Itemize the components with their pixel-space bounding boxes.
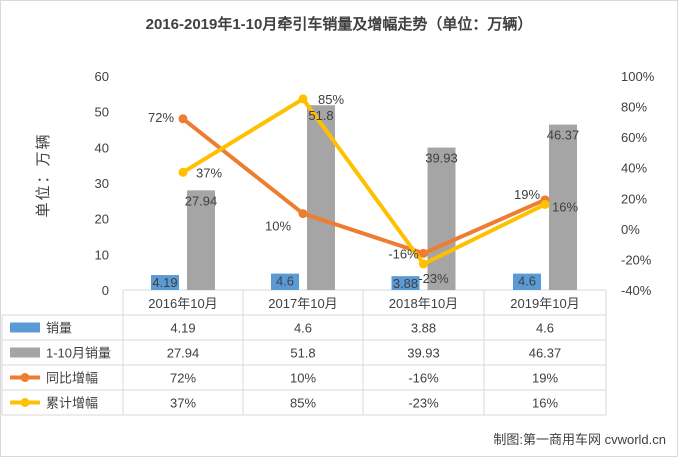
y2-tick-label: 0% — [621, 222, 640, 237]
table-cell: 4.6 — [294, 321, 312, 336]
line-data-label: 37% — [196, 165, 222, 180]
line-data-label: 85% — [318, 92, 344, 107]
axis-ticks: 60 50 40 30 20 10 0 100% 80% 60% 40% 20% 0% -20% -40% — [95, 69, 655, 298]
category-label: 2016年10月 — [148, 296, 217, 311]
line-data-label: 16% — [552, 199, 578, 214]
y2-tick-label: -40% — [621, 283, 652, 298]
chart-title: 2016-2019年1-10月牵引车销量及增幅走势（单位：万辆） — [146, 15, 533, 33]
legend-swatch — [10, 322, 40, 333]
table-cell: -16% — [408, 371, 439, 386]
legend-swatch-marker — [20, 398, 30, 407]
table-cell: 85% — [290, 396, 316, 411]
line-marker — [298, 209, 308, 219]
bar-ytd-sales — [307, 105, 335, 290]
table-cell: 27.94 — [167, 346, 200, 361]
y2-tick-label: 60% — [621, 130, 647, 145]
table-cell: 51.8 — [290, 346, 315, 361]
y-tick-label: 50 — [95, 105, 109, 120]
table-cell: -23% — [408, 396, 439, 411]
bar-monthly-sales — [271, 273, 299, 290]
y-tick-label: 0 — [102, 283, 109, 298]
bar-monthly-sales — [151, 275, 179, 290]
bar-monthly-sales — [391, 276, 420, 290]
category-label: 2018年10月 — [389, 296, 458, 311]
legend-label: 1-10月销量 — [46, 346, 111, 361]
legend-label: 同比增幅 — [46, 371, 98, 386]
y2-tick-label: 40% — [621, 161, 647, 176]
legend-label: 累计增幅 — [46, 396, 98, 411]
legend-swatch — [10, 347, 40, 358]
table-cell: 4.19 — [170, 321, 195, 336]
line-data-label: -23% — [418, 271, 449, 286]
bar-data-label: 4.6 — [276, 274, 294, 289]
category-label: 2019年10月 — [510, 296, 579, 311]
bar-data-label: 51.8 — [308, 108, 333, 123]
y-tick-label: 40 — [95, 140, 109, 155]
table-cell: 4.6 — [536, 321, 554, 336]
line-data-label: -16% — [388, 246, 419, 261]
bar-ytd-sales — [427, 147, 456, 290]
line-data-label: 19% — [514, 187, 540, 202]
line-yoy-growth — [181, 116, 547, 256]
line-marker — [178, 114, 188, 124]
table-cell: 19% — [532, 371, 558, 386]
bar-monthly-sales — [513, 273, 541, 290]
bar-ytd-sales — [549, 124, 577, 290]
bar-data-label: 4.19 — [152, 275, 177, 290]
table-cell: 16% — [532, 396, 558, 411]
line-data-label: 72% — [148, 110, 174, 125]
bar-ytd-sales — [187, 190, 215, 290]
bar-data-label: 46.37 — [547, 128, 580, 143]
table-cell: 37% — [170, 396, 196, 411]
line-marker — [540, 199, 550, 209]
y-axis-title: 单位：万辆 — [35, 132, 52, 217]
line-marker — [178, 167, 188, 177]
y-tick-label: 30 — [95, 176, 109, 191]
table-cell: 46.37 — [529, 346, 562, 361]
table-cell: 3.88 — [411, 321, 436, 336]
y2-tick-label: 100% — [621, 69, 655, 84]
category-label: 2017年10月 — [268, 296, 337, 311]
y-tick-label: 20 — [95, 212, 109, 227]
legend-label: 销量 — [46, 321, 72, 336]
y2-tick-label: 80% — [621, 100, 647, 115]
table-cell: 39.93 — [407, 346, 440, 361]
line-cumulative-growth — [181, 96, 547, 267]
bar-data-label: 3.88 — [393, 276, 418, 291]
line-series — [178, 94, 550, 269]
bar-series — [151, 105, 577, 290]
table-cell: 72% — [170, 371, 196, 386]
bar-data-label: 4.6 — [518, 274, 536, 289]
legend-swatch-marker — [20, 373, 30, 382]
line-marker — [298, 94, 308, 104]
y2-tick-label: 20% — [621, 191, 647, 206]
bar-data-label: 27.94 — [185, 193, 218, 208]
y-tick-label: 10 — [95, 247, 109, 262]
y-tick-label: 60 — [95, 69, 109, 84]
line-data-label: 10% — [265, 219, 291, 234]
source-note: 制图:第一商用车网 cvworld.cn — [493, 432, 666, 447]
table-cell: 10% — [290, 371, 316, 386]
line-marker — [419, 259, 428, 269]
y2-tick-label: -20% — [621, 252, 652, 267]
data-labels: 4.19 4.6 3.88 4.6 27.94 51.8 39.93 46.37 72% 10% -… — [148, 92, 579, 291]
line-marker — [419, 248, 428, 258]
bar-data-label: 39.93 — [425, 151, 458, 166]
